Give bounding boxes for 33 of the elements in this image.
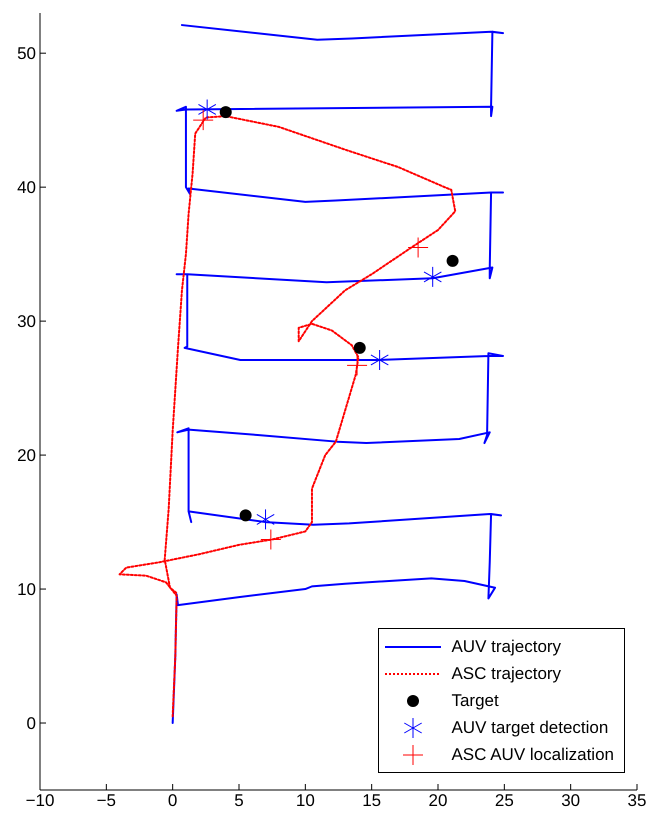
x-tick-label: −5 — [96, 791, 116, 810]
point — [370, 349, 389, 370]
y-tick-label: 50 — [17, 44, 36, 64]
point — [198, 98, 216, 120]
point — [354, 342, 366, 354]
x-tick-label: 25 — [494, 791, 514, 810]
y-tick-label: 40 — [17, 178, 36, 198]
x-tick-label: 5 — [234, 791, 244, 810]
point — [256, 508, 275, 530]
x-tick-label: 0 — [168, 791, 178, 810]
y-tick-label: 20 — [17, 446, 36, 466]
point — [192, 110, 214, 131]
point — [423, 266, 442, 288]
x-tick-label: 35 — [628, 791, 646, 810]
legend-label: AUV target detection — [451, 718, 608, 738]
y-tick-label: 10 — [17, 580, 36, 600]
x-tick-label: 15 — [362, 791, 382, 810]
x-tick-label: 30 — [561, 791, 580, 810]
point — [240, 509, 252, 522]
y-tick-label: 30 — [17, 312, 36, 332]
x-tick-label: 20 — [428, 791, 448, 810]
x-tick-label: 10 — [296, 791, 315, 810]
point — [408, 236, 429, 258]
legend-label: Target — [451, 690, 499, 710]
legend-label: AUV trajectory — [451, 636, 562, 656]
y-tick-label: 0 — [26, 714, 36, 734]
point — [446, 254, 459, 267]
point — [346, 354, 368, 376]
point — [260, 528, 282, 550]
point — [220, 106, 232, 118]
legend-label: ASC trajectory — [451, 664, 562, 684]
x-tick-label: −10 — [26, 791, 54, 810]
legend-label: ASC AUV localization — [451, 744, 614, 764]
